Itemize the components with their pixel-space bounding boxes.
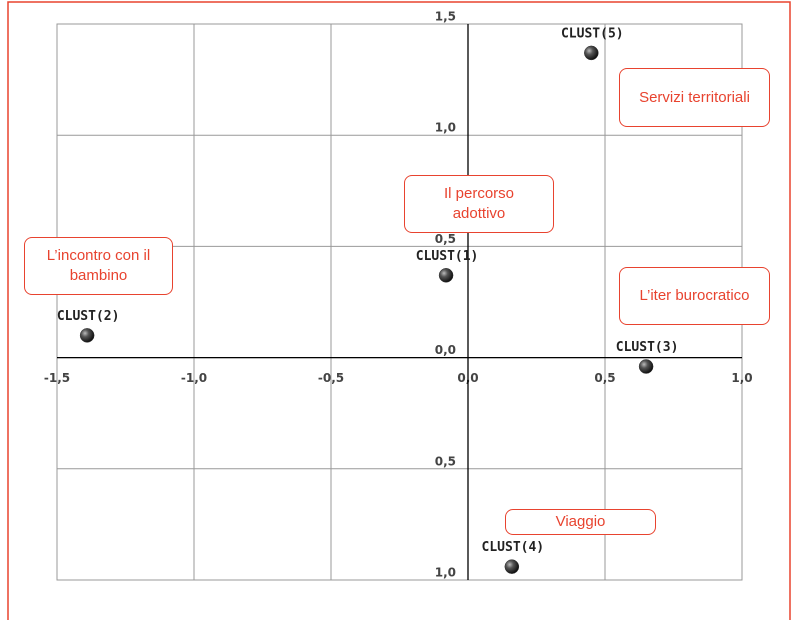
annotation: Viaggio <box>505 509 656 535</box>
x-tick-label: -1,0 <box>181 371 207 385</box>
x-tick-label: -0,5 <box>318 371 344 385</box>
point <box>584 45 599 61</box>
annotation: L’incontro con il bambino <box>24 237 173 295</box>
point-label: CLUST(3) <box>616 340 679 355</box>
y-tick-label: 1,0 <box>435 121 456 135</box>
point-label: CLUST(4) <box>482 540 545 555</box>
annotation: L’iter burocratico <box>619 267 770 325</box>
y-tick-label: 1,0 <box>435 566 456 580</box>
x-tick-label: 1,0 <box>731 371 752 385</box>
point-label: CLUST(5) <box>561 26 624 41</box>
x-tick-label: -1,5 <box>44 371 70 385</box>
point-label: CLUST(2) <box>57 309 120 324</box>
point <box>504 559 520 574</box>
x-tick-label: 0,5 <box>594 371 615 385</box>
y-tick-label: 0,5 <box>435 454 456 468</box>
point <box>638 359 654 374</box>
annotation: Il percorso adottivo <box>404 175 554 233</box>
annotation: Servizi territoriali <box>619 68 770 127</box>
y-tick-label: 1,5 <box>435 10 456 24</box>
frame <box>7 1 791 620</box>
point <box>438 268 454 283</box>
y-tick-label: 0,5 <box>435 232 456 246</box>
point <box>79 328 95 343</box>
y-tick-label: 0,0 <box>435 343 456 357</box>
point-label: CLUST(1) <box>416 249 479 264</box>
